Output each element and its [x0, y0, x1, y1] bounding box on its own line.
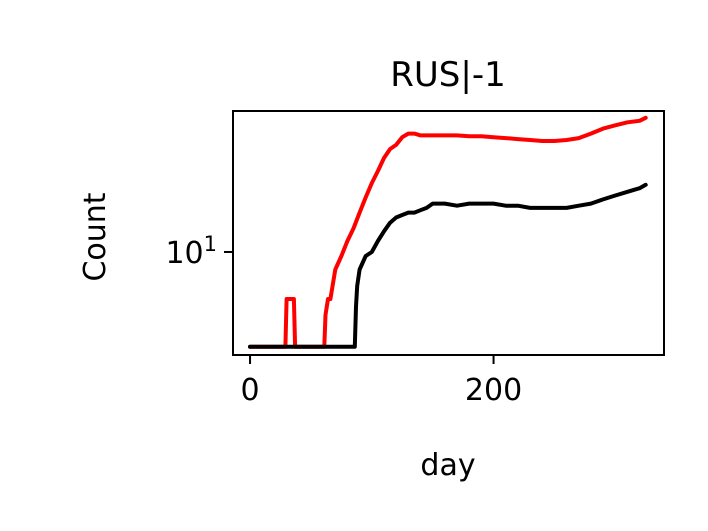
x-axis-label: day — [420, 448, 475, 483]
x-axis: 0 200 — [240, 355, 522, 408]
plot-frame — [232, 110, 665, 356]
y-axis-label: Count — [78, 192, 113, 281]
chart-title: RUS|-1 — [390, 55, 505, 95]
x-tick-label-0: 0 — [240, 373, 259, 408]
series-line-1 — [248, 115, 648, 349]
y-tick-label-0: 101 — [165, 232, 217, 271]
series-group — [248, 115, 648, 349]
x-tick-label-1: 200 — [465, 373, 522, 408]
y-axis: 101 — [165, 232, 233, 271]
series-line-2 — [248, 182, 648, 349]
